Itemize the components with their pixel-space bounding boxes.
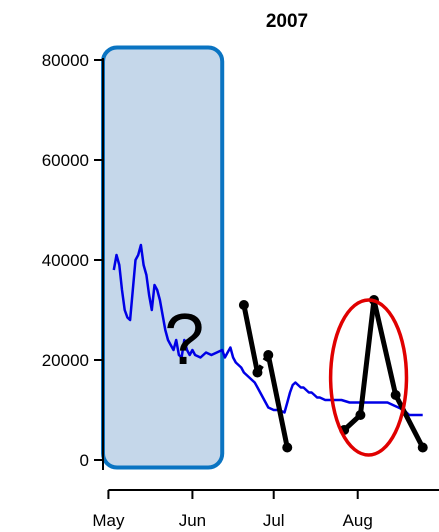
observed-point [263,350,274,360]
observed-segment [371,297,399,398]
observed-point [417,442,428,453]
x-tick-label: Jun [179,511,206,530]
y-tick-label: 20000 [42,351,89,370]
y-tick-label: 80000 [42,51,89,70]
observed-point [390,390,401,400]
observed-point [252,367,263,378]
observed-point [355,410,366,420]
series-layer [112,243,428,453]
observed-segment [393,392,426,450]
y-tick-label: 60000 [42,151,89,170]
observed-segment [357,297,377,418]
y-tick-label: 0 [80,451,89,470]
annotation-back-layer [101,45,225,470]
x-tick-label: May [92,511,125,530]
x-tick-label: Jul [263,511,285,530]
missing-data-region [101,45,225,470]
y-tick-label: 40000 [42,251,89,270]
observed-point [282,442,293,453]
x-tick-label: Aug [343,511,373,530]
chart-title: 2007 [266,11,308,32]
observed-segment [241,302,260,375]
axes-layer: 0 20000 40000 60000 80000 May Jun Jul Aug [42,51,439,530]
question-mark-label: ? [164,300,204,380]
observed-segment [265,352,290,450]
highlight-ellipse [328,298,409,457]
annotation-front-layer: ? [164,298,409,457]
observed-point [238,300,249,310]
series-line-modeled [112,243,423,417]
